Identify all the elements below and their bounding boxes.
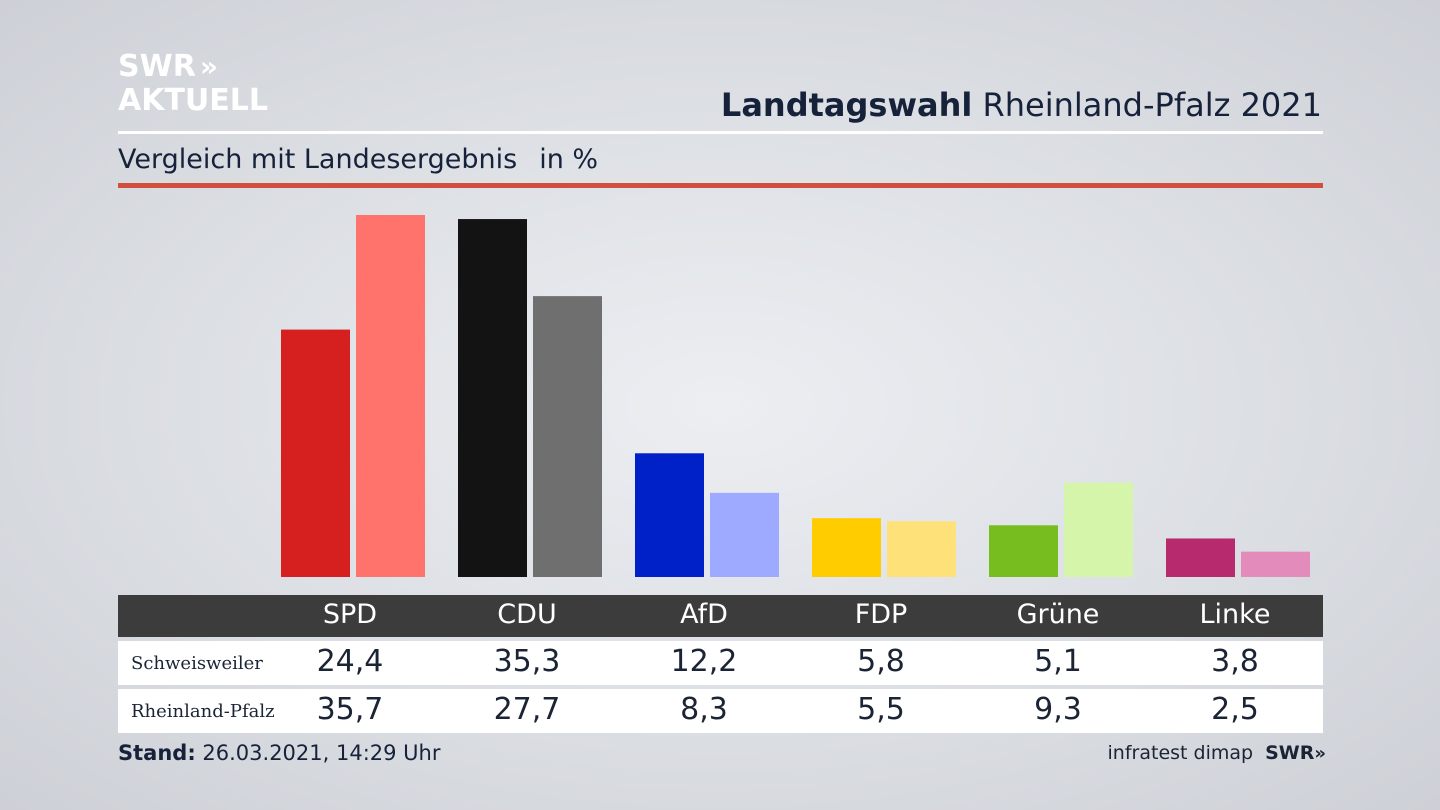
- table-cell: 8,3: [680, 692, 728, 727]
- table-cell: 27,7: [493, 692, 561, 727]
- table-cell: 5,8: [857, 644, 905, 679]
- table-cell: 3,8: [1211, 644, 1259, 679]
- column-header: Grüne: [1016, 599, 1100, 630]
- stand-label: Stand:: [118, 741, 196, 765]
- column-header: SPD: [322, 599, 378, 630]
- table-cell: 9,3: [1034, 692, 1082, 727]
- source-text: infratest dimap: [1107, 742, 1254, 764]
- bar-fdp-local: [812, 518, 881, 577]
- table-row: Rheinland-Pfalz 35,7 27,7 8,3 5,5 9,3 2,5: [118, 689, 1323, 733]
- page-title: Landtagswahl Rheinland-Pfalz 2021: [721, 86, 1322, 124]
- header-divider: [118, 131, 1323, 134]
- table-cell: 12,2: [670, 644, 738, 679]
- bar-linke-local: [1166, 538, 1235, 577]
- table-row: Schweisweiler 24,4 35,3 12,2 5,8 5,1 3,8: [118, 641, 1323, 685]
- column-header: FDP: [854, 599, 908, 630]
- logo-line2: AKTUELL: [118, 83, 269, 118]
- table-cell: 2,5: [1211, 692, 1259, 727]
- table-cell: 24,4: [316, 644, 384, 679]
- subtitle-unit: in %: [539, 144, 599, 175]
- bar-fdp-state: [887, 521, 956, 577]
- title-rest: Rheinland-Pfalz 2021: [972, 86, 1322, 124]
- bar-grne-state: [1064, 482, 1133, 577]
- table-cell: 35,3: [493, 644, 561, 679]
- logo-line1: SWR: [118, 49, 196, 84]
- table-cell: 35,7: [316, 692, 384, 727]
- table-cell: 5,5: [857, 692, 905, 727]
- column-header: AfD: [680, 599, 728, 630]
- subtitle-text: Vergleich mit Landesergebnis: [118, 144, 518, 175]
- swr-chevron-icon: »: [1314, 742, 1325, 764]
- bar-grne-local: [989, 525, 1058, 577]
- bar-cdu-state: [533, 296, 602, 577]
- table-cell: 5,1: [1034, 644, 1082, 679]
- bar-afd-local: [635, 453, 704, 577]
- source-credit: infratest dimap SWR»: [1107, 742, 1326, 764]
- column-header: CDU: [497, 599, 557, 630]
- timestamp: Stand: 26.03.2021, 14:29 Uhr: [118, 741, 441, 765]
- bar-chart: [281, 215, 1310, 577]
- swr-aktuell-logo: SWR» AKTUELL: [118, 52, 268, 116]
- chart-subtitle: Vergleich mit Landesergebnis in %: [118, 144, 598, 175]
- bar-spd-state: [356, 215, 425, 577]
- swr-brand: SWR: [1265, 742, 1315, 764]
- bar-linke-state: [1241, 551, 1310, 577]
- title-bold: Landtagswahl: [720, 86, 973, 124]
- column-header: Linke: [1199, 599, 1271, 630]
- stand-value: 26.03.2021, 14:29 Uhr: [195, 741, 441, 765]
- results-table: SPD CDU AfD FDP Grüne Linke Schweisweiler 24,…: [118, 595, 1323, 733]
- row-label: Rheinland-Pfalz: [131, 701, 275, 722]
- row-label: Schweisweiler: [131, 653, 263, 674]
- bar-afd-state: [710, 492, 779, 577]
- table-header-row: SPD CDU AfD FDP Grüne Linke: [118, 595, 1323, 637]
- bar-spd-local: [281, 329, 350, 577]
- bar-cdu-local: [458, 219, 527, 577]
- accent-divider: [118, 183, 1323, 188]
